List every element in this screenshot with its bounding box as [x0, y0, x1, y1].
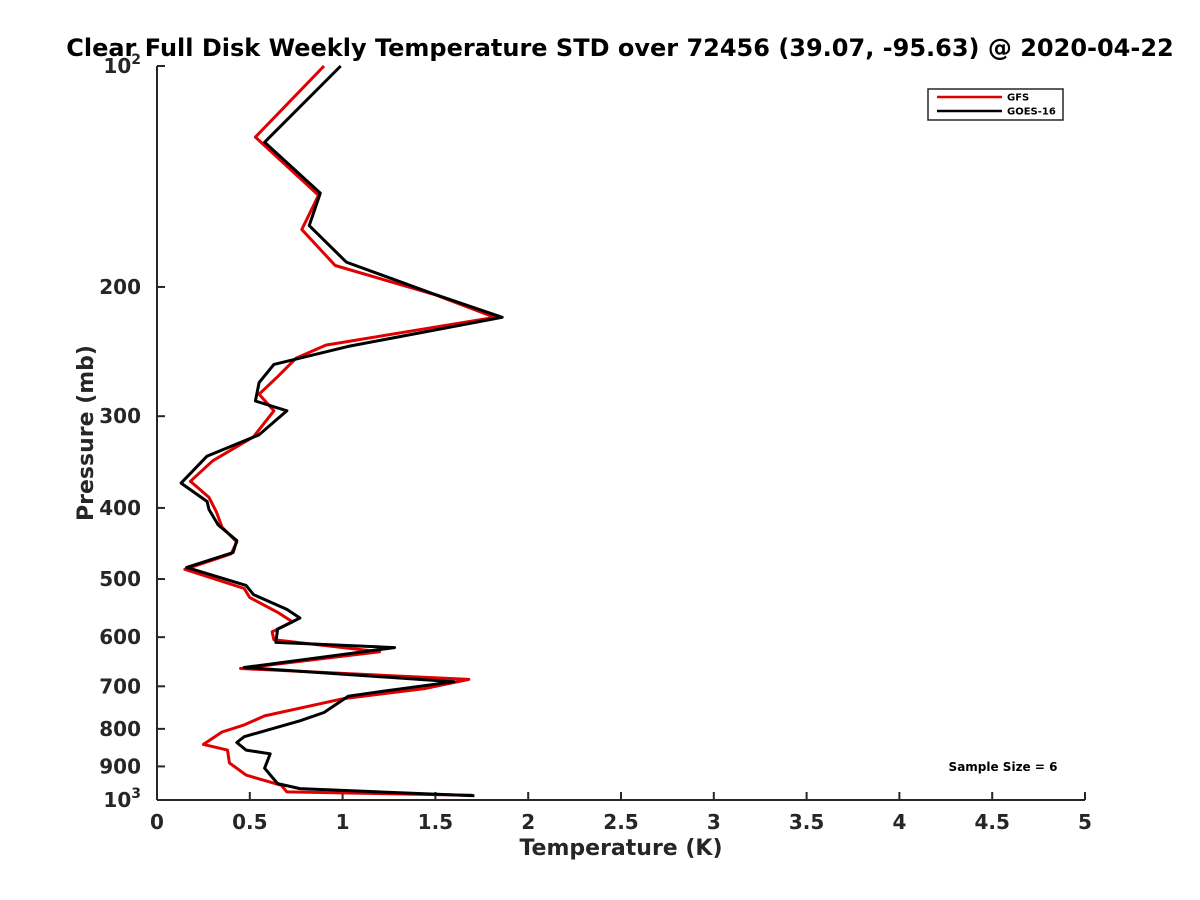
x-tick-label: 0.5 [232, 810, 267, 834]
legend: GFS GOES-16 [927, 88, 1064, 121]
y-tick-label: 500 [99, 567, 141, 591]
y-tick-label: 102 [103, 52, 141, 78]
y-axis-label: Pressure (mb) [74, 345, 99, 521]
x-tick-label: 4 [892, 810, 906, 834]
y-tick-label: 400 [99, 496, 141, 520]
legend-label-goes: GOES-16 [1007, 107, 1056, 118]
y-tick-label: 900 [99, 754, 141, 778]
x-tick-label: 1 [336, 810, 350, 834]
chart-title: Clear Full Disk Weekly Temperature STD o… [66, 34, 1174, 62]
legend-box [927, 88, 1064, 121]
x-tick-label: 2.5 [603, 810, 638, 834]
legend-label-gfs: GFS [1007, 93, 1029, 104]
y-tick-label: 300 [99, 404, 141, 428]
y-tick-label: 103 [103, 786, 141, 812]
x-tick-label: 3 [707, 810, 721, 834]
y-tick-label: 700 [99, 674, 141, 698]
y-ticks: 102 200 300 400 500 600 700 800 900 103 [99, 52, 165, 812]
x-tick-label: 3.5 [789, 810, 824, 834]
series-layer [179, 64, 504, 798]
x-tick-label: 5 [1078, 810, 1092, 834]
x-tick-label: 2 [521, 810, 535, 834]
x-tick-label: 0 [150, 810, 164, 834]
y-tick-label: 600 [99, 625, 141, 649]
y-tick-label: 200 [99, 275, 141, 299]
series-line-gfs [183, 64, 497, 797]
y-tick-exponent: 3 [131, 786, 141, 802]
y-tick-exponent: 2 [131, 52, 141, 68]
series-line-goes-16 [179, 64, 504, 798]
sample-size-annotation: Sample Size = 6 [949, 760, 1058, 774]
y-tick-label: 800 [99, 717, 141, 741]
x-tick-label: 1.5 [418, 810, 453, 834]
x-ticks: 0 0.5 1 1.5 2 2.5 3 3.5 4 4.5 5 [150, 792, 1092, 834]
x-tick-label: 4.5 [974, 810, 1009, 834]
x-axis-label: Temperature (K) [519, 836, 722, 861]
